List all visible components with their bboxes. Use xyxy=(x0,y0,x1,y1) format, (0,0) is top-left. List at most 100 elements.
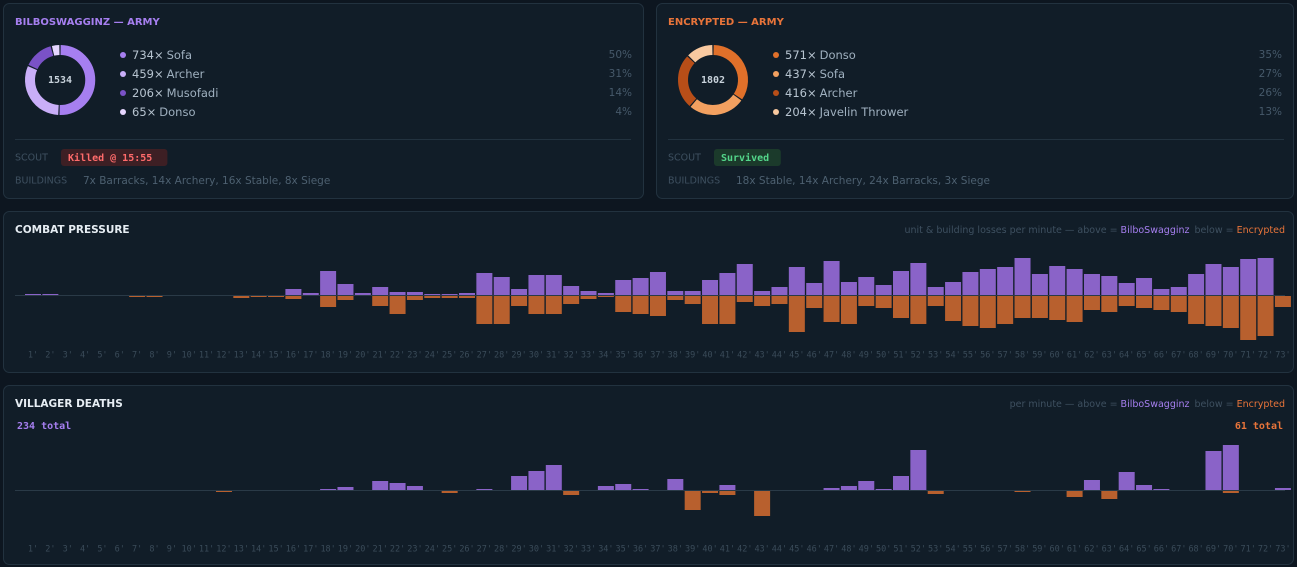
bar-below xyxy=(615,296,632,312)
bar-above xyxy=(337,487,354,490)
x-tick-label: 38' xyxy=(668,545,683,555)
x-tick-label: 30' xyxy=(529,351,544,361)
unit-label: 65× Donso xyxy=(132,105,196,119)
x-tick-label: 22' xyxy=(390,351,405,361)
unit-name: Donso xyxy=(820,48,856,62)
bar-above xyxy=(1240,259,1257,295)
x-tick-label: 68' xyxy=(1188,545,1203,555)
bar-above xyxy=(788,267,805,295)
bar-above xyxy=(511,289,528,295)
x-tick-label: 70' xyxy=(1223,351,1238,361)
x-tick-label: 54' xyxy=(945,545,960,555)
unit-name: Musofadi xyxy=(167,86,219,100)
x-tick-label: 58' xyxy=(1015,351,1030,361)
x-tick-label: 9' xyxy=(167,351,177,361)
x-tick-label: 62' xyxy=(1084,351,1099,361)
x-tick-label: 51' xyxy=(893,351,908,361)
x-tick-label: 6' xyxy=(115,351,125,361)
bar-above xyxy=(597,293,614,295)
bar-above xyxy=(302,293,319,295)
legend-above: BilboSwagginz xyxy=(1121,225,1190,236)
x-tick-label: 34' xyxy=(598,545,613,555)
bar-above xyxy=(615,280,632,295)
unit-count: 437× xyxy=(785,67,817,81)
x-tick-label: 48' xyxy=(841,351,856,361)
scout-badge xyxy=(61,149,168,166)
unit-count: 206× xyxy=(132,86,164,100)
bar-below xyxy=(1049,296,1066,320)
bar-below xyxy=(1257,296,1274,336)
bar-above xyxy=(1083,480,1100,490)
x-tick-label: 14' xyxy=(251,351,266,361)
x-tick-label: 45' xyxy=(789,351,804,361)
bar-below xyxy=(840,296,857,324)
chart-title: VILLAGER DEATHS xyxy=(15,398,123,410)
bar-below xyxy=(1153,296,1170,310)
unit-pct: 4% xyxy=(615,106,632,118)
bar-above xyxy=(1083,274,1100,295)
x-tick-label: 49' xyxy=(859,545,874,555)
bar-above xyxy=(1136,485,1153,490)
legend-dot xyxy=(773,109,779,115)
x-tick-label: 29' xyxy=(511,351,526,361)
x-tick-label: 66' xyxy=(1154,351,1169,361)
bar-below xyxy=(285,296,302,299)
legend-text: unit & building losses per minute — abov… xyxy=(905,225,1118,236)
bar-below xyxy=(858,296,875,306)
bar-below xyxy=(893,296,909,318)
unit-name: Archer xyxy=(820,86,858,100)
buildings-list: 7x Barracks, 14x Archery, 16x Stable, 8x… xyxy=(83,175,330,187)
x-tick-label: 51' xyxy=(893,545,908,555)
bar-above xyxy=(858,481,875,490)
bar-below xyxy=(337,296,354,300)
bar-above xyxy=(667,291,684,295)
unit-name: Archer xyxy=(167,67,205,81)
bar-below xyxy=(1083,296,1100,310)
x-tick-label: 9' xyxy=(167,545,177,555)
x-tick-label: 18' xyxy=(320,545,335,555)
bar-above xyxy=(771,287,788,295)
x-tick-label: 32' xyxy=(563,351,578,361)
x-tick-label: 60' xyxy=(1050,545,1065,555)
bar-below xyxy=(736,296,753,302)
x-tick-label: 29' xyxy=(511,545,526,555)
x-tick-label: 12' xyxy=(216,351,231,361)
buildings-label: BUILDINGS xyxy=(668,176,720,187)
x-tick-label: 17' xyxy=(303,545,318,555)
legend-above: BilboSwagginz xyxy=(1121,399,1190,410)
x-tick-label: 10' xyxy=(182,545,197,555)
bar-above xyxy=(1222,267,1239,295)
bar-above xyxy=(893,271,909,295)
x-tick-label: 41' xyxy=(720,545,735,555)
bar-below xyxy=(493,296,510,324)
unit-pct: 31% xyxy=(609,68,632,80)
army-panel xyxy=(3,3,644,199)
bar-below xyxy=(545,296,562,314)
bar-above xyxy=(1066,269,1083,295)
bar-below xyxy=(719,296,736,324)
x-tick-label: 53' xyxy=(928,545,943,555)
bar-below xyxy=(754,491,771,516)
bar-above xyxy=(511,476,528,490)
x-tick-label: 26' xyxy=(459,545,474,555)
bar-above xyxy=(1153,489,1170,490)
bar-below xyxy=(719,491,736,495)
x-tick-label: 65' xyxy=(1136,351,1151,361)
bar-above xyxy=(823,488,840,490)
x-tick-label: 31' xyxy=(546,545,561,555)
x-tick-label: 42' xyxy=(737,545,752,555)
bar-above xyxy=(459,293,475,295)
x-tick-label: 19' xyxy=(338,545,353,555)
x-tick-label: 65' xyxy=(1136,545,1151,555)
x-tick-label: 4' xyxy=(80,351,90,361)
x-tick-label: 28' xyxy=(494,545,509,555)
unit-name: Sofa xyxy=(167,48,192,62)
bar-above xyxy=(1257,258,1274,295)
army-total: 1534 xyxy=(48,75,72,86)
x-tick-label: 50' xyxy=(876,545,891,555)
x-tick-label: 59' xyxy=(1032,351,1047,361)
bar-above xyxy=(719,273,736,295)
bar-above xyxy=(42,294,59,295)
x-tick-label: 1' xyxy=(28,351,38,361)
